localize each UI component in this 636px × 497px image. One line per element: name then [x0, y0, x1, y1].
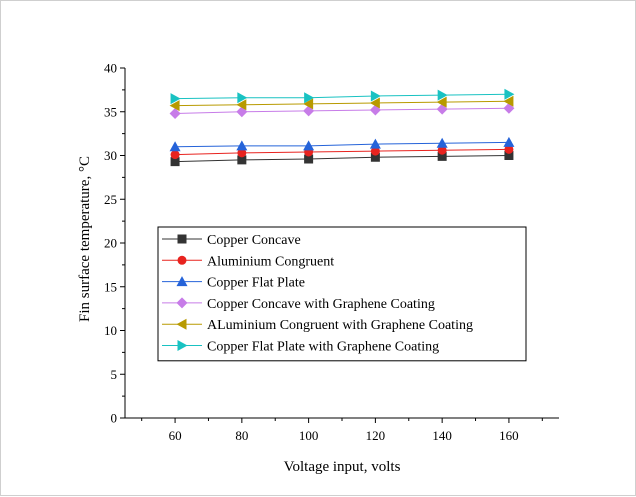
legend-item: Copper Flat Plate with Graphene Coating — [162, 340, 439, 355]
legend-label: Copper Flat Plate with Graphene Coating — [207, 340, 439, 355]
x-axis-title: Voltage input, volts — [284, 459, 401, 475]
data-point — [170, 157, 180, 167]
data-point — [370, 146, 380, 156]
data-point — [370, 152, 380, 162]
x-tick-label: 160 — [499, 428, 519, 443]
legend-item: ALuminium Congruent with Graphene Coatin… — [162, 318, 473, 333]
data-point — [436, 96, 447, 108]
data-point — [437, 145, 447, 155]
series-3 — [169, 136, 515, 152]
series-line — [175, 100, 509, 107]
data-point — [237, 155, 247, 165]
y-axis-title: Fin surface temperature, °C — [77, 156, 93, 322]
series-line — [175, 107, 509, 114]
series-6 — [170, 88, 515, 105]
y-tick-label: 15 — [104, 279, 117, 294]
legend-label: Copper Concave with Graphene Coating — [207, 297, 435, 312]
series-2 — [170, 144, 514, 160]
data-point — [369, 97, 380, 109]
legend-item: Copper Concave — [162, 233, 301, 248]
data-point — [303, 140, 315, 151]
data-point — [504, 144, 514, 154]
legend: Copper Concave Aluminium Congruent Copper … — [157, 226, 527, 362]
y-tick-label: 40 — [104, 61, 117, 76]
legend-label: Copper Concave — [207, 233, 301, 248]
y-tick-label: 5 — [111, 367, 118, 382]
y-tick-label: 35 — [104, 104, 117, 119]
series-line — [175, 148, 509, 156]
y-tick-label: 20 — [104, 236, 117, 251]
data-point — [369, 138, 381, 149]
data-point — [437, 151, 447, 161]
series-5 — [169, 95, 514, 112]
data-point — [237, 148, 247, 158]
y-tick-label: 10 — [104, 323, 117, 338]
data-point — [303, 98, 314, 110]
series-line — [175, 155, 509, 163]
legend-label: ALuminium Congruent with Graphene Coatin… — [207, 318, 473, 333]
legend-label: Aluminium Congruent — [207, 254, 334, 269]
data-point — [169, 141, 181, 152]
y-tick-label: 25 — [104, 192, 117, 207]
data-point — [170, 150, 180, 160]
data-point — [169, 100, 180, 112]
legend-marker — [176, 318, 187, 330]
series-1 — [170, 151, 514, 167]
series-layer — [169, 88, 515, 167]
data-point — [503, 136, 515, 147]
data-point — [370, 90, 381, 102]
legend-marker — [177, 340, 188, 351]
data-point — [304, 154, 314, 164]
data-point — [504, 151, 514, 160]
data-point — [170, 93, 181, 105]
data-point — [237, 92, 248, 104]
legend-marker — [176, 276, 188, 287]
data-point — [504, 88, 515, 100]
legend-item: Copper Flat Plate — [162, 276, 305, 291]
data-point — [236, 140, 248, 151]
data-point — [436, 137, 448, 148]
axes — [124, 68, 559, 419]
legend-marker — [176, 297, 188, 309]
data-point — [437, 89, 448, 101]
series-line — [175, 141, 509, 148]
series-4 — [169, 102, 515, 119]
legend-item: Copper Concave with Graphene Coating — [162, 297, 435, 312]
data-point — [236, 99, 247, 111]
x-tick-label: 120 — [366, 428, 386, 443]
data-point — [304, 92, 315, 104]
series-line — [175, 93, 509, 100]
data-point — [503, 95, 514, 107]
data-point — [169, 108, 181, 119]
legend-item: Aluminium Congruent — [162, 254, 334, 269]
data-point — [503, 102, 515, 114]
y-tick-label: 0 — [111, 411, 118, 426]
legend-box — [157, 226, 527, 362]
axis-ticks: 0 5 10 15 20 25 30 35 40 60 80 100 120 140 160 — [104, 61, 543, 443]
y-tick-label: 30 — [104, 148, 117, 163]
x-tick-label: 100 — [299, 428, 319, 443]
x-tick-label: 60 — [169, 428, 182, 443]
legend-marker — [177, 255, 187, 265]
x-tick-label: 140 — [432, 428, 452, 443]
legend-label: Copper Flat Plate — [207, 276, 305, 291]
legend-marker — [177, 234, 187, 244]
x-tick-label: 80 — [235, 428, 248, 443]
